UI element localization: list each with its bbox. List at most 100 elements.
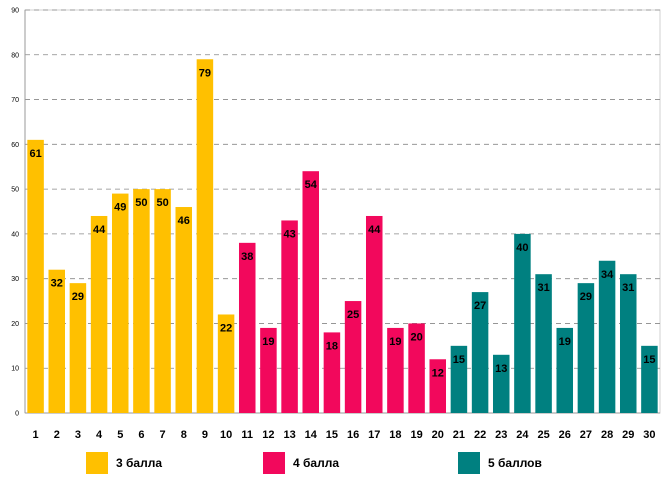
x-tick-label-30: 30: [643, 429, 655, 441]
x-tick-label-26: 26: [559, 429, 571, 441]
bar-20: [429, 359, 447, 413]
data-label-16: 25: [347, 309, 359, 321]
data-label-1: 61: [29, 148, 41, 160]
data-label-9: 79: [199, 67, 211, 79]
data-label-12: 19: [262, 336, 274, 348]
legend-swatch-5-ballov: [458, 452, 480, 474]
data-label-3: 29: [72, 291, 84, 303]
legend-label-4-balla: 4 балла: [293, 456, 340, 470]
x-tick-label-24: 24: [516, 429, 529, 441]
x-tick-label-9: 9: [202, 429, 208, 441]
bar-25: [535, 274, 552, 413]
legend-item-5-ballov: 5 баллов: [458, 452, 542, 474]
data-label-15: 18: [326, 340, 338, 352]
bar-17: [365, 215, 383, 413]
bar-9: [196, 59, 214, 413]
x-tick-label-28: 28: [601, 429, 613, 441]
data-label-7: 50: [156, 197, 168, 209]
bar-5: [111, 193, 129, 413]
x-tick-label-10: 10: [220, 429, 232, 441]
bar-6: [133, 189, 150, 413]
legend-label-5-ballov: 5 баллов: [488, 456, 542, 470]
x-tick-label-15: 15: [326, 429, 338, 441]
bar-4: [90, 215, 108, 413]
x-tick-label-14: 14: [305, 429, 318, 441]
data-label-25: 31: [537, 282, 549, 294]
bar-24: [514, 233, 531, 413]
data-label-23: 13: [495, 363, 507, 375]
x-tick-label-17: 17: [368, 429, 380, 441]
x-tick-label-11: 11: [241, 429, 253, 441]
x-tick-label-5: 5: [117, 429, 123, 441]
x-tick-label-23: 23: [495, 429, 507, 441]
bar-21: [450, 345, 468, 413]
bar-7: [154, 189, 171, 413]
y-tick-label: 50: [11, 187, 19, 194]
data-label-6: 50: [135, 197, 147, 209]
bar-1: [27, 139, 44, 413]
bar-14: [302, 171, 320, 413]
y-tick-label: 30: [11, 276, 19, 283]
data-label-29: 31: [622, 282, 634, 294]
y-tick-label: 0: [15, 411, 19, 418]
bar-26: [556, 327, 574, 413]
data-label-8: 46: [178, 215, 190, 227]
x-tick-label-12: 12: [262, 429, 274, 441]
y-tick-label: 10: [11, 366, 19, 373]
x-tick-label-18: 18: [389, 429, 401, 441]
legend-swatch-3-balla: [86, 452, 108, 474]
x-tick-label-7: 7: [160, 429, 166, 441]
data-label-28: 34: [601, 269, 614, 281]
bar-13: [281, 220, 298, 413]
data-label-21: 15: [453, 354, 465, 366]
x-tick-label-2: 2: [54, 429, 60, 441]
bar-28: [598, 260, 616, 413]
data-label-20: 12: [432, 367, 444, 379]
data-label-2: 32: [51, 278, 63, 290]
data-label-30: 15: [643, 354, 655, 366]
y-tick-label: 90: [11, 8, 19, 15]
bar-12: [260, 327, 277, 413]
data-label-4: 44: [93, 224, 106, 236]
x-tick-label-19: 19: [410, 429, 422, 441]
y-tick-label: 70: [11, 97, 19, 104]
x-tick-label-20: 20: [432, 429, 444, 441]
x-tick-label-16: 16: [347, 429, 359, 441]
x-tick-label-1: 1: [33, 429, 39, 441]
legend-item-3-balla: 3 балла: [86, 452, 162, 474]
y-tick-label: 20: [11, 321, 19, 328]
data-label-14: 54: [305, 179, 318, 191]
data-label-5: 49: [114, 202, 126, 214]
bar-8: [175, 207, 193, 413]
x-tick-label-6: 6: [138, 429, 144, 441]
x-tick-label-21: 21: [453, 429, 465, 441]
data-label-19: 20: [410, 331, 422, 343]
bar-2: [48, 269, 66, 413]
data-label-27: 29: [580, 291, 592, 303]
y-tick-label: 60: [11, 142, 19, 149]
x-tick-label-13: 13: [283, 429, 295, 441]
data-label-22: 27: [474, 300, 486, 312]
bar-23: [492, 354, 510, 413]
y-tick-label: 80: [11, 52, 19, 59]
y-tick-label: 40: [11, 231, 19, 238]
x-tick-label-8: 8: [181, 429, 187, 441]
x-tick-label-4: 4: [96, 429, 103, 441]
legend-item-4-balla: 4 балла: [263, 452, 339, 474]
x-tick-label-25: 25: [537, 429, 549, 441]
bar-15: [323, 332, 341, 413]
data-label-18: 19: [389, 336, 401, 348]
bar-29: [619, 274, 637, 413]
x-tick-label-22: 22: [474, 429, 486, 441]
data-label-11: 38: [241, 251, 253, 263]
data-label-10: 22: [220, 322, 232, 334]
bar-19: [408, 323, 425, 413]
data-label-17: 44: [368, 224, 381, 236]
bar-3: [69, 283, 87, 413]
bar-30: [641, 345, 658, 413]
x-tick-label-27: 27: [580, 429, 592, 441]
data-label-24: 40: [516, 242, 528, 254]
data-label-13: 43: [283, 228, 295, 240]
legend-swatch-4-balla: [263, 452, 285, 474]
